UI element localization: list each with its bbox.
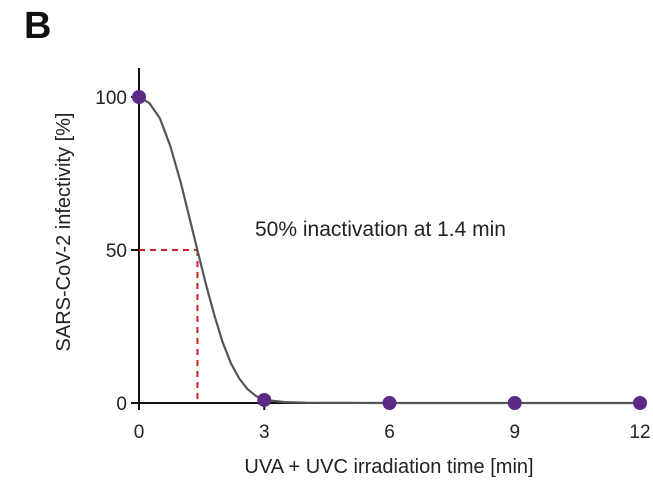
annotation-label: 50% inactivation at 1.4 min [255, 218, 506, 241]
x-tick-label: 12 [629, 422, 650, 443]
y-axis-title: SARS-CoV-2 infectivity [%] [53, 113, 75, 352]
x-tick-label: 6 [384, 422, 395, 443]
y-tick-label: 50 [106, 241, 127, 262]
data-point [507, 396, 522, 410]
x-axis-title: UVA + UVC irradiation time [min] [244, 456, 533, 478]
y-tick-label: 0 [116, 394, 127, 415]
fit-curve-line [138, 96, 640, 405]
data-point [257, 392, 272, 407]
data-point [633, 396, 647, 410]
x-tick-label: 0 [134, 422, 145, 443]
plot-area: 0 50 100 0 3 6 9 12 [95, 68, 651, 443]
y-tick-label: 100 [95, 88, 127, 109]
x-tick-label: 3 [259, 422, 270, 443]
x-tick-label: 9 [509, 422, 520, 443]
data-point [132, 90, 146, 104]
panel-label: B [24, 5, 51, 47]
data-point [382, 396, 397, 410]
